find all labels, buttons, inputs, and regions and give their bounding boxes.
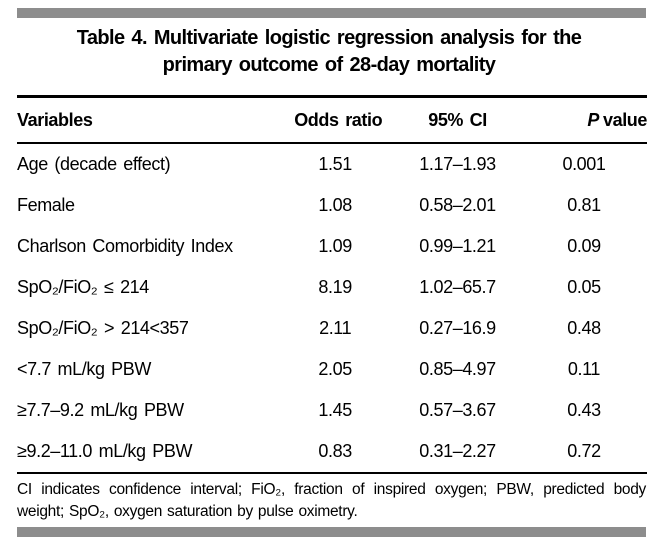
cell-p-value: 0.43 [567, 400, 601, 420]
table-footnote: CI indicates confidence interval; FiO₂, … [17, 481, 646, 520]
table-title: Table 4. Multivariate logistic regressio… [14, 25, 644, 79]
cell-variable: <7.7 mL/kg PBW [17, 359, 151, 379]
cell-confidence-interval: 0.58–2.01 [419, 195, 496, 215]
table-title-line1: Table 4. Multivariate logistic regressio… [76, 27, 582, 49]
cell-confidence-interval: 0.27–16.9 [419, 318, 496, 338]
cell-p-value: 0.81 [567, 195, 601, 215]
table-row: Charlson Comorbidity Index 1.09 0.99–1.2… [17, 226, 647, 267]
table-row: ≥7.7–9.2 mL/kg PBW 1.45 0.57–3.67 0.43 [17, 390, 647, 431]
column-header-95ci: 95% CI [376, 96, 521, 144]
p-value-italic-p: P [587, 109, 599, 130]
table-row: SpO₂/FiO₂ > 214<357 2.11 0.27–16.9 0.48 [17, 308, 647, 349]
cell-confidence-interval: 1.17–1.93 [419, 154, 496, 174]
cell-confidence-interval: 0.85–4.97 [419, 359, 496, 379]
cell-confidence-interval: 1.02–65.7 [419, 277, 496, 297]
table-row: <7.7 mL/kg PBW 2.05 0.85–4.97 0.11 [17, 349, 647, 390]
cell-odds-ratio: 1.09 [318, 236, 352, 256]
table-row: Female 1.08 0.58–2.01 0.81 [17, 185, 647, 226]
top-divider-bar [17, 8, 646, 18]
table-row: ≥9.2–11.0 mL/kg PBW 0.83 0.31–2.27 0.72 [17, 431, 647, 473]
cell-variable: Female [17, 195, 75, 215]
cell-odds-ratio: 1.51 [318, 154, 352, 174]
column-header-variables: Variables [17, 96, 295, 144]
cell-confidence-interval: 0.57–3.67 [419, 400, 496, 420]
cell-confidence-interval: 0.99–1.21 [419, 236, 496, 256]
cell-variable: SpO₂/FiO₂ > 214<357 [17, 318, 189, 338]
p-value-label-rest: value [602, 109, 647, 130]
cell-p-value: 0.11 [567, 359, 601, 379]
cell-odds-ratio: 2.11 [319, 318, 352, 338]
bottom-divider-bar [17, 527, 646, 537]
cell-p-value: 0.001 [562, 154, 606, 174]
cell-p-value: 0.09 [567, 236, 601, 256]
cell-variable: Charlson Comorbidity Index [17, 236, 233, 256]
table-title-line2: primary outcome of 28-day mortality [162, 54, 496, 76]
cell-variable: Age (decade effect) [17, 154, 171, 174]
table-row: Age (decade effect) 1.51 1.17–1.93 0.001 [17, 143, 647, 185]
table-row: SpO₂/FiO₂ ≤ 214 8.19 1.02–65.7 0.05 [17, 267, 647, 308]
cell-odds-ratio: 1.08 [318, 195, 352, 215]
cell-odds-ratio: 0.83 [318, 441, 352, 461]
column-header-odds-ratio: Odds ratio [294, 96, 383, 144]
cell-p-value: 0.05 [567, 277, 601, 297]
cell-p-value: 0.72 [567, 441, 601, 461]
cell-odds-ratio: 1.45 [318, 400, 352, 420]
cell-p-value: 0.48 [567, 318, 601, 338]
cell-confidence-interval: 0.31–2.27 [419, 441, 496, 461]
cell-odds-ratio: 2.05 [318, 359, 352, 379]
cell-variable: ≥9.2–11.0 mL/kg PBW [17, 441, 193, 461]
cell-variable: ≥7.7–9.2 mL/kg PBW [17, 400, 184, 420]
cell-variable: SpO₂/FiO₂ ≤ 214 [17, 277, 149, 297]
cell-odds-ratio: 8.19 [318, 277, 352, 297]
